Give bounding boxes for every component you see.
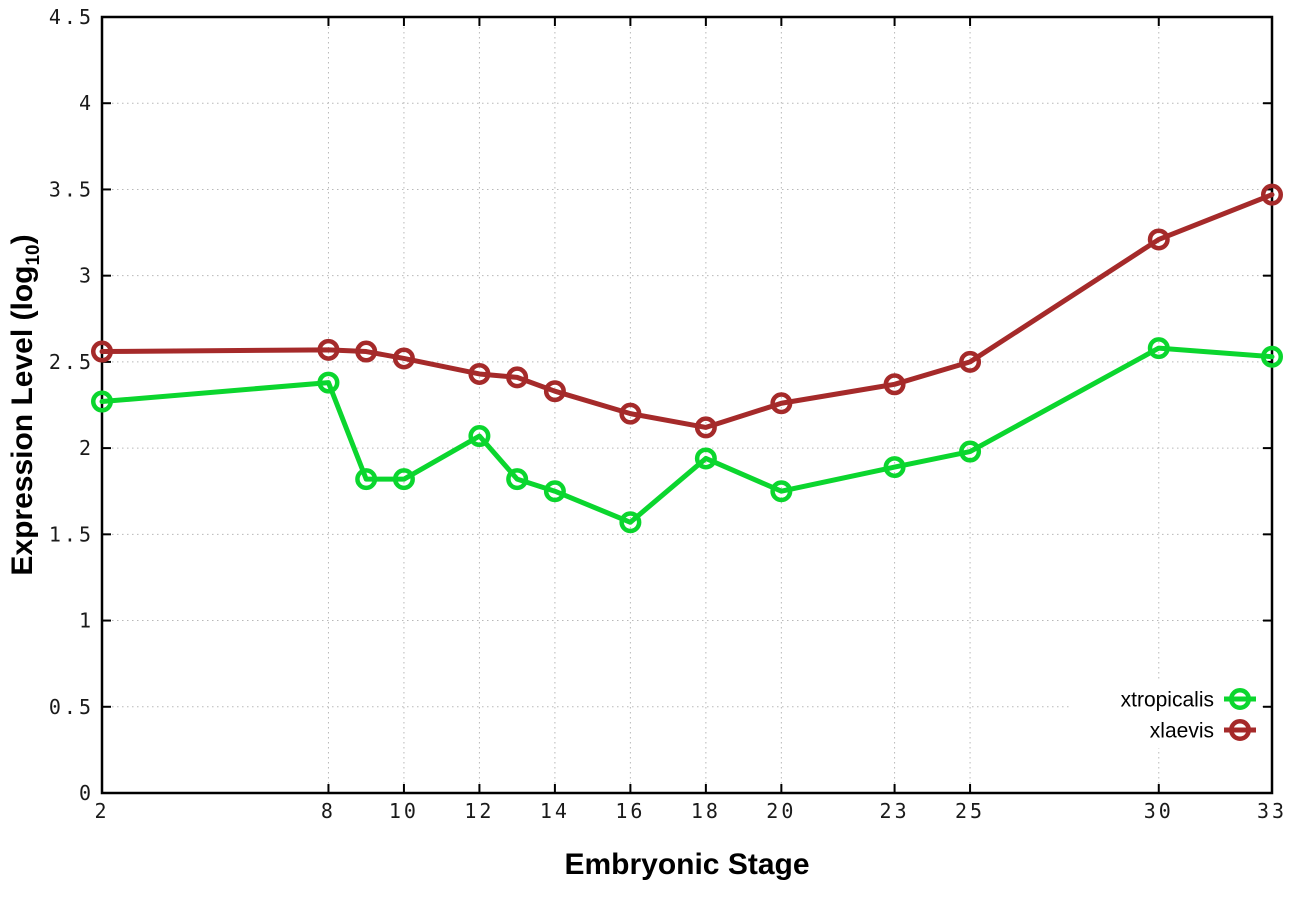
data-point-xtropicalis-2: [91, 390, 113, 413]
x-tick-label-25: 25: [955, 799, 985, 823]
y-tick-label-0.5: 0.5: [49, 695, 94, 719]
data-point-xtropicalis-8: [317, 371, 340, 394]
data-point-xtropicalis-18: [694, 447, 717, 470]
legend-label-xlaevis: xlaevis: [1150, 720, 1214, 743]
series-xtropicalis: [91, 337, 1283, 534]
y-tick-label-4: 4: [79, 91, 94, 115]
y-axis-label-close: ): [6, 234, 39, 244]
legend-label-xtropicalis: xtropicalis: [1121, 689, 1214, 712]
x-tick-label-2: 2: [94, 799, 109, 823]
data-point-xlaevis-20: [770, 392, 793, 415]
data-point-xtropicalis-16: [619, 511, 642, 534]
x-tick-label-18: 18: [691, 799, 721, 823]
data-point-xlaevis-18: [694, 416, 717, 439]
data-point-xlaevis-30: [1147, 228, 1170, 251]
data-point-xtropicalis-9: [355, 468, 378, 491]
data-point-xlaevis-12: [468, 362, 491, 385]
x-tick-label-20: 20: [766, 799, 796, 823]
x-tick-label-14: 14: [540, 799, 570, 823]
data-point-xtropicalis-23: [883, 456, 906, 479]
x-tick-label-30: 30: [1144, 799, 1174, 823]
data-point-xlaevis-10: [392, 347, 415, 370]
y-tick-label-2.5: 2.5: [49, 350, 94, 374]
tick-marks: [101, 16, 1273, 794]
data-point-xlaevis-33: [1261, 183, 1283, 206]
data-point-xlaevis-8: [317, 338, 340, 361]
legend: xtropicalis xlaevis: [1070, 682, 1262, 748]
x-tick-label-23: 23: [880, 799, 910, 823]
data-point-xtropicalis-12: [468, 425, 491, 448]
y-tick-label-3.5: 3.5: [49, 177, 94, 201]
data-point-xlaevis-14: [543, 380, 566, 403]
x-tick-label-10: 10: [389, 799, 419, 823]
x-tick-label-8: 8: [321, 799, 336, 823]
data-point-xlaevis-13: [506, 366, 529, 389]
series-xlaevis: [91, 183, 1283, 439]
plot-border: [100, 15, 1274, 795]
data-point-xlaevis-2: [91, 340, 113, 363]
legend-marker-xtropicalis: [1229, 688, 1251, 710]
data-point-xlaevis-23: [883, 373, 906, 396]
y-tick-label-0: 0: [79, 781, 94, 805]
data-point-xtropicalis-10: [392, 468, 415, 491]
x-tick-label-33: 33: [1257, 799, 1287, 823]
y-axis-label-subscript: 10: [23, 244, 44, 265]
x-tick-label-12: 12: [464, 799, 494, 823]
y-tick-label-1: 1: [79, 609, 94, 633]
data-point-xtropicalis-20: [770, 480, 793, 503]
data-point-xtropicalis-14: [543, 480, 566, 503]
series-line-xlaevis: [99, 192, 1275, 430]
y-axis-label: Expression Level (log10): [6, 234, 44, 575]
x-axis-label: Embryonic Stage: [564, 848, 809, 881]
data-series: [91, 183, 1283, 534]
legend-background: [1070, 682, 1262, 748]
data-point-xlaevis-25: [959, 350, 982, 373]
data-point-xtropicalis-25: [959, 440, 982, 463]
y-tick-label-4.5: 4.5: [49, 5, 94, 29]
data-point-xlaevis-16: [619, 402, 642, 425]
data-point-xlaevis-9: [355, 340, 378, 363]
y-tick-label-3: 3: [79, 264, 94, 288]
data-point-xtropicalis-30: [1147, 337, 1170, 360]
x-tick-label-16: 16: [615, 799, 645, 823]
tick-labels: 2 8 10 12 14 16 18 20 23 25 30 33 0 0.5 1 1.5 2 2.5 3 3.5 4 4…: [49, 5, 1287, 823]
gridlines: [102, 17, 1272, 793]
legend-marker-xlaevis: [1229, 719, 1251, 741]
data-point-xtropicalis-33: [1261, 345, 1283, 368]
y-tick-label-1.5: 1.5: [49, 522, 94, 546]
series-line-xtropicalis: [99, 345, 1275, 525]
data-point-xtropicalis-13: [506, 468, 529, 491]
y-axis-label-main: Expression Level (log: [6, 266, 39, 576]
y-tick-label-2: 2: [79, 436, 94, 460]
